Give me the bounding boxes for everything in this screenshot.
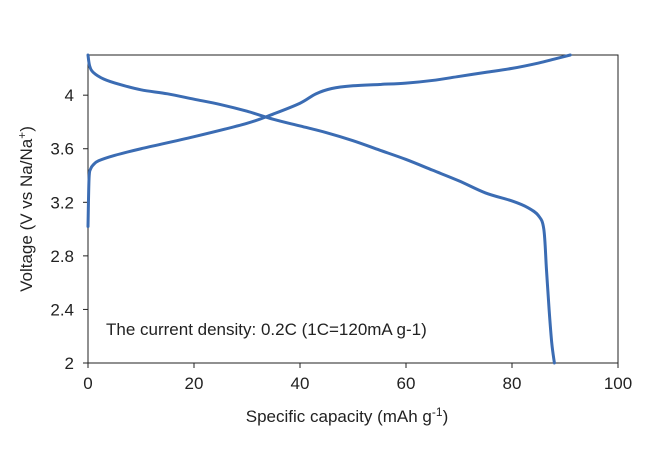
y-tick-label: 3.2: [50, 193, 74, 212]
y-tick-label: 2: [65, 354, 74, 373]
x-tick-label: 80: [503, 374, 522, 393]
series-line-1: [86, 53, 572, 228]
y-tick-label: 2.4: [50, 300, 74, 319]
x-tick-label: 60: [397, 374, 416, 393]
x-tick-label: 0: [83, 374, 92, 393]
y-axis-title: Voltage (V vs Na/Na+): [15, 126, 36, 292]
series-layer: [86, 53, 572, 365]
y-axis-title-tail: ): [17, 126, 36, 132]
x-axis-title-tail: ): [443, 407, 449, 426]
y-axis-title-main: Voltage (V vs Na/Na: [17, 138, 36, 292]
y-tick-label: 3.6: [50, 140, 74, 159]
y-tick-label: 4: [65, 86, 74, 105]
y-tick-label: 2.8: [50, 247, 74, 266]
y-axis-title-sup: +: [15, 132, 29, 139]
x-tick-label: 100: [604, 374, 632, 393]
plot-area-frame: [87, 54, 619, 364]
x-tick-label: 40: [291, 374, 310, 393]
x-axis-title-main: Specific capacity (mAh g: [246, 407, 432, 426]
ticks-layer: 0 20 40 60 80 100 2 2.4 2.8 3.2 3.6 4: [50, 86, 632, 393]
x-axis-title-sup: -1: [432, 405, 443, 419]
x-axis-title: Specific capacity (mAh g-1): [246, 405, 448, 426]
chart-annotation: The current density: 0.2C (1C=120mA g-1): [106, 320, 427, 339]
series-line-2: [86, 53, 556, 365]
x-tick-label: 20: [185, 374, 204, 393]
